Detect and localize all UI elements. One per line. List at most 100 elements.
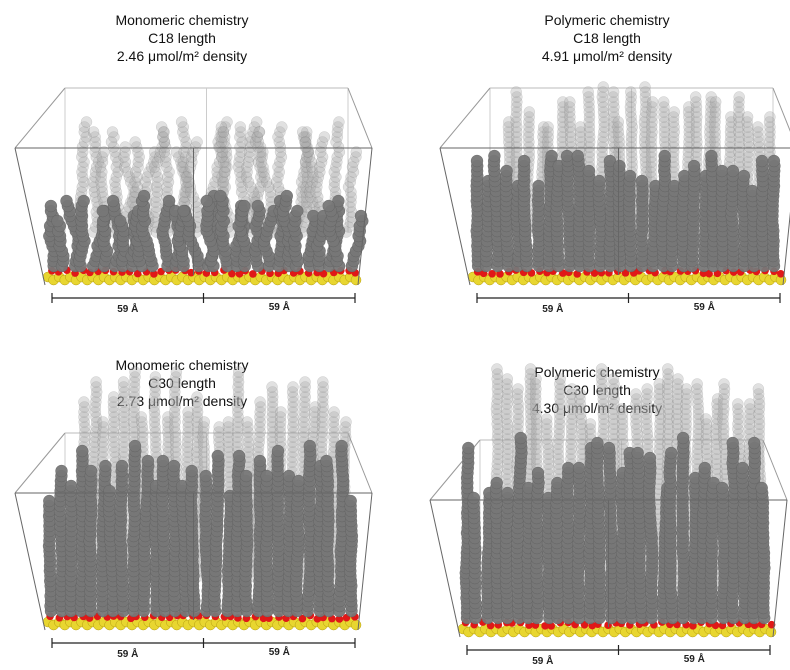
scale-label: 59 Å xyxy=(117,302,138,315)
atom xyxy=(43,495,55,507)
atom xyxy=(107,195,119,207)
atom xyxy=(768,155,780,167)
box-edge xyxy=(15,493,45,630)
atom xyxy=(613,117,624,128)
atom xyxy=(159,127,170,138)
atom xyxy=(240,470,252,482)
atom xyxy=(659,150,671,162)
atom xyxy=(531,374,542,385)
scale-label: 59 Å xyxy=(694,300,715,313)
atom xyxy=(624,170,636,182)
atom xyxy=(300,377,311,388)
atom xyxy=(272,445,284,457)
atom xyxy=(690,92,701,103)
atom xyxy=(625,87,636,98)
panel-title: C18 length xyxy=(573,30,641,46)
atom xyxy=(502,374,513,385)
atom xyxy=(710,97,721,108)
atom xyxy=(583,165,595,177)
atom xyxy=(201,195,213,207)
atom xyxy=(734,92,745,103)
atom xyxy=(640,82,651,93)
atom xyxy=(275,407,286,418)
atom xyxy=(178,205,190,217)
box-edge xyxy=(358,493,372,630)
atom xyxy=(120,142,131,153)
atom xyxy=(501,165,513,177)
atom xyxy=(252,200,264,212)
atom xyxy=(583,87,594,98)
atom xyxy=(116,460,128,472)
atom xyxy=(233,450,245,462)
box-edge xyxy=(348,88,372,148)
atom xyxy=(288,382,299,393)
atom xyxy=(281,190,293,202)
atom xyxy=(705,150,717,162)
atom xyxy=(742,112,753,123)
atom xyxy=(320,455,332,467)
atom xyxy=(45,200,57,212)
atom xyxy=(91,377,102,388)
atom xyxy=(564,97,575,108)
atom xyxy=(118,377,129,388)
atom xyxy=(85,465,97,477)
panel: Monomeric chemistryC18 length2.46 μmol/m… xyxy=(15,12,372,315)
atom xyxy=(541,414,552,425)
atom xyxy=(255,397,266,408)
atom xyxy=(333,117,344,128)
atom xyxy=(267,382,278,393)
atom xyxy=(319,132,330,143)
atom xyxy=(636,175,648,187)
atom xyxy=(212,450,224,462)
atom xyxy=(186,465,198,477)
atom xyxy=(99,460,111,472)
panel-title: 4.91 μmol/m² density xyxy=(542,48,672,64)
scale-label: 59 Å xyxy=(269,300,290,313)
box-edge xyxy=(440,148,470,285)
atom xyxy=(52,215,64,227)
atom xyxy=(78,397,89,408)
atom xyxy=(351,620,361,630)
atom xyxy=(235,122,246,133)
atom xyxy=(108,392,119,403)
atom xyxy=(647,97,658,108)
atom xyxy=(336,440,348,452)
atom xyxy=(572,150,584,162)
atom xyxy=(98,417,109,428)
atom xyxy=(168,460,180,472)
atom xyxy=(533,180,545,192)
atom xyxy=(78,195,90,207)
atom xyxy=(130,367,141,378)
box-edge xyxy=(15,88,65,148)
atom xyxy=(598,82,609,93)
atom xyxy=(555,374,566,385)
atom xyxy=(238,200,250,212)
atom xyxy=(276,122,287,133)
panel: Polymeric chemistryC30 length4.30 μmol/m… xyxy=(430,364,787,668)
atom xyxy=(543,122,554,133)
atom xyxy=(329,407,340,418)
atom xyxy=(104,485,116,497)
atom xyxy=(688,160,700,172)
atom xyxy=(608,87,619,98)
scale-label: 59 Å xyxy=(269,645,290,658)
atom xyxy=(136,412,147,423)
box-edge xyxy=(440,88,490,148)
atom xyxy=(511,87,522,98)
atom xyxy=(293,475,305,487)
atom xyxy=(251,117,262,128)
atom xyxy=(716,165,728,177)
atom xyxy=(317,377,328,388)
atom xyxy=(669,107,680,118)
atom xyxy=(242,417,253,428)
atom xyxy=(304,440,316,452)
atom xyxy=(142,455,154,467)
panel-title: Polymeric chemistry xyxy=(544,12,669,28)
atom xyxy=(513,384,524,395)
atom xyxy=(138,190,150,202)
atom xyxy=(575,389,586,400)
atom xyxy=(525,364,536,375)
atom xyxy=(491,364,502,375)
atom xyxy=(585,419,596,430)
atom xyxy=(254,127,265,138)
